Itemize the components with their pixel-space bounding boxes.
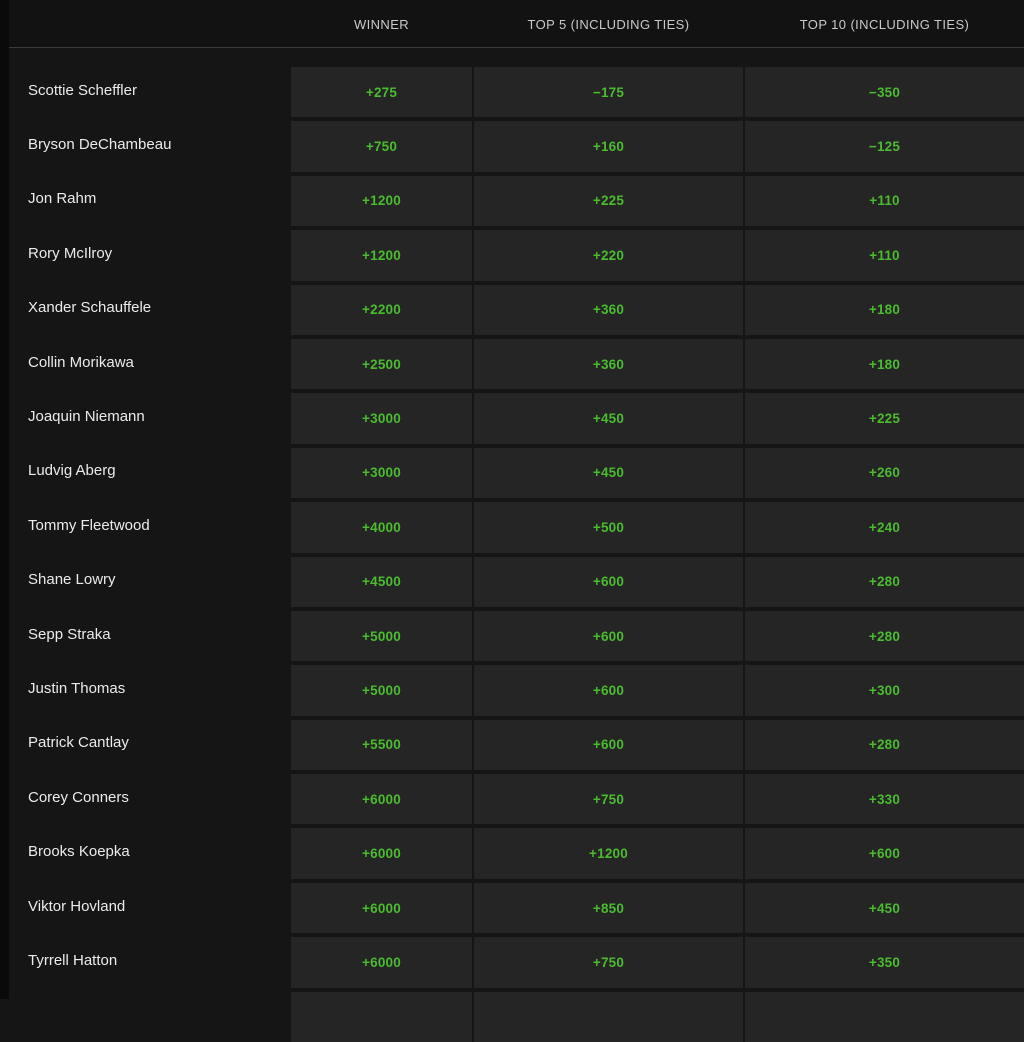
player-row: Patrick Cantlay +5500 +600 +280 [0,716,1024,771]
odds-table-body: Scottie Scheffler +275 −175 −350 Bryson … [0,48,1024,1042]
top10-odds-button[interactable]: +300 [745,665,1024,716]
winner-odds-button[interactable]: +750 [291,121,472,172]
player-name: Patrick Cantlay [28,734,129,752]
player-row: Ludvig Aberg +3000 +450 +260 [0,444,1024,499]
column-header-top10: TOP 10 (INCLUDING TIES) [799,17,970,32]
player-name: Jon Rahm [28,190,97,208]
top5-odds-button[interactable]: +360 [474,284,743,335]
player-name: Justin Thomas [28,679,126,697]
player-name: Joaquin Niemann [28,408,145,426]
partial-player-row [0,988,1024,1042]
left-edge-strip [0,0,9,999]
player-row: Tyrrell Hatton +6000 +750 +350 [0,933,1024,988]
player-name: Sepp Straka [28,625,111,643]
winner-odds-button[interactable]: +4500 [291,556,472,607]
player-name: Viktor Hovland [28,897,126,915]
top10-odds-button[interactable]: +260 [745,447,1024,499]
player-row: Joaquin Niemann +3000 +450 +225 [0,389,1024,444]
top5-odds-button[interactable]: +600 [474,556,743,607]
top10-odds-button[interactable]: +280 [745,556,1024,607]
player-name: Collin Morikawa [28,353,134,371]
player-row: Bryson DeChambeau +750 +160 −125 [0,117,1024,172]
top5-odds-button[interactable]: +500 [474,502,743,553]
top10-odds-button[interactable]: +180 [745,338,1024,390]
column-header-top5: TOP 5 (INCLUDING TIES) [527,17,690,32]
top10-odds-button[interactable]: +280 [745,719,1024,771]
player-row: Justin Thomas +5000 +600 +300 [0,661,1024,716]
player-name: Tyrrell Hatton [28,951,118,969]
winner-odds-button[interactable]: +2500 [291,338,472,390]
winner-odds-button[interactable]: +3000 [291,393,472,444]
player-name: Xander Schauffele [28,299,152,317]
player-row: Jon Rahm +1200 +225 +110 [0,172,1024,227]
winner-odds-button[interactable]: +5000 [291,610,472,662]
top5-odds-button[interactable]: +750 [474,937,743,988]
player-name: Tommy Fleetwood [28,516,150,534]
player-row: Scottie Scheffler +275 −175 −350 [0,63,1024,118]
winner-odds-button[interactable]: +6000 [291,882,472,934]
player-name: Ludvig Aberg [28,462,116,480]
top10-odds-button[interactable]: +240 [745,502,1024,553]
top5-odds-button[interactable]: +600 [474,610,743,662]
player-row: Brooks Koepka +6000 +1200 +600 [0,824,1024,879]
top10-odds-button[interactable]: +350 [745,937,1024,988]
winner-odds-button[interactable]: +4000 [291,502,472,553]
top5-odds-button[interactable]: +850 [474,882,743,934]
top10-odds-button[interactable]: +600 [745,828,1024,879]
top5-odds-button[interactable]: +450 [474,393,743,444]
top5-odds-button[interactable]: +600 [474,665,743,716]
top10-odds-button[interactable]: +450 [745,882,1024,934]
player-row: Xander Schauffele +2200 +360 +180 [0,281,1024,335]
winner-odds-button[interactable]: +5500 [291,719,472,771]
top10-odds-button[interactable]: +110 [745,230,1024,281]
winner-odds-button[interactable]: +1200 [291,175,472,227]
top5-odds-button[interactable]: +450 [474,447,743,499]
top10-odds-button[interactable]: −350 [745,67,1024,118]
odds-table-header: WINNER TOP 5 (INCLUDING TIES) TOP 10 (IN… [0,0,1024,48]
top5-odds-button[interactable] [474,991,743,1042]
top10-odds-button[interactable]: −125 [745,121,1024,172]
player-row: Rory McIlroy +1200 +220 +110 [0,226,1024,281]
top10-odds-button[interactable] [745,991,1024,1042]
player-row: Tommy Fleetwood +4000 +500 +240 [0,498,1024,553]
player-name: Brooks Koepka [28,843,130,861]
player-row: Viktor Hovland +6000 +850 +450 [0,879,1024,934]
top10-odds-button[interactable]: +180 [745,284,1024,335]
top5-odds-button[interactable]: +225 [474,175,743,227]
player-name: Corey Conners [28,788,129,806]
winner-odds-button[interactable] [291,991,472,1042]
top10-odds-button[interactable]: +330 [745,774,1024,825]
player-name: Scottie Scheffler [28,81,137,99]
winner-odds-button[interactable]: +6000 [291,774,472,825]
winner-odds-button[interactable]: +5000 [291,665,472,716]
winner-odds-button[interactable]: +6000 [291,937,472,988]
top5-odds-button[interactable]: +220 [474,230,743,281]
top10-odds-button[interactable]: +225 [745,393,1024,444]
top5-odds-button[interactable]: +600 [474,719,743,771]
top5-odds-button[interactable]: +160 [474,121,743,172]
winner-odds-button[interactable]: +2200 [291,284,472,335]
player-name: Bryson DeChambeau [28,136,172,154]
top5-odds-button[interactable]: +750 [474,774,743,825]
player-name: Shane Lowry [28,571,116,589]
top10-odds-button[interactable]: +110 [745,175,1024,227]
top5-odds-button[interactable]: +360 [474,338,743,390]
player-row: Collin Morikawa +2500 +360 +180 [0,335,1024,390]
top5-odds-button[interactable]: +1200 [474,828,743,879]
winner-odds-button[interactable]: +3000 [291,447,472,499]
player-name: Rory McIlroy [28,244,113,262]
player-row: Shane Lowry +4500 +600 +280 [0,553,1024,607]
winner-odds-button[interactable]: +275 [291,67,472,118]
column-header-winner: WINNER [353,17,410,32]
winner-odds-button[interactable]: +1200 [291,230,472,281]
winner-odds-button[interactable]: +6000 [291,828,472,879]
player-row: Corey Conners +6000 +750 +330 [0,770,1024,825]
top5-odds-button[interactable]: −175 [474,67,743,118]
top10-odds-button[interactable]: +280 [745,610,1024,662]
player-row: Sepp Straka +5000 +600 +280 [0,607,1024,662]
